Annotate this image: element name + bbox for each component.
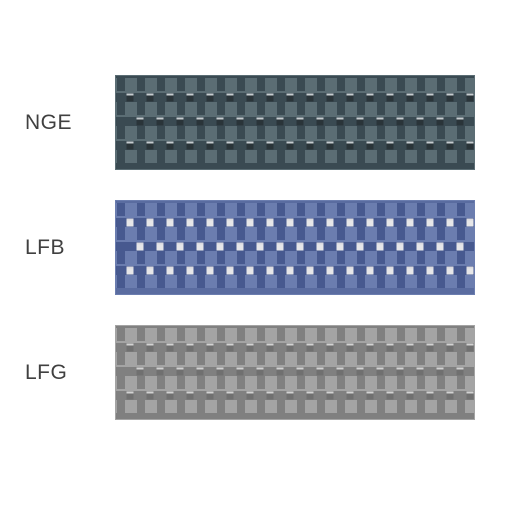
belt-swatch-lfb [115,200,475,295]
belt-swatch-nge [115,75,475,170]
belt-label: LFG [25,361,85,385]
belt-swatch-lfg [115,325,475,420]
belt-row-nge: NGE [25,75,487,170]
belt-label: NGE [25,111,85,135]
belt-label: LFB [25,236,85,260]
belt-row-lfg: LFG [25,325,487,420]
belt-row-lfb: LFB [25,200,487,295]
